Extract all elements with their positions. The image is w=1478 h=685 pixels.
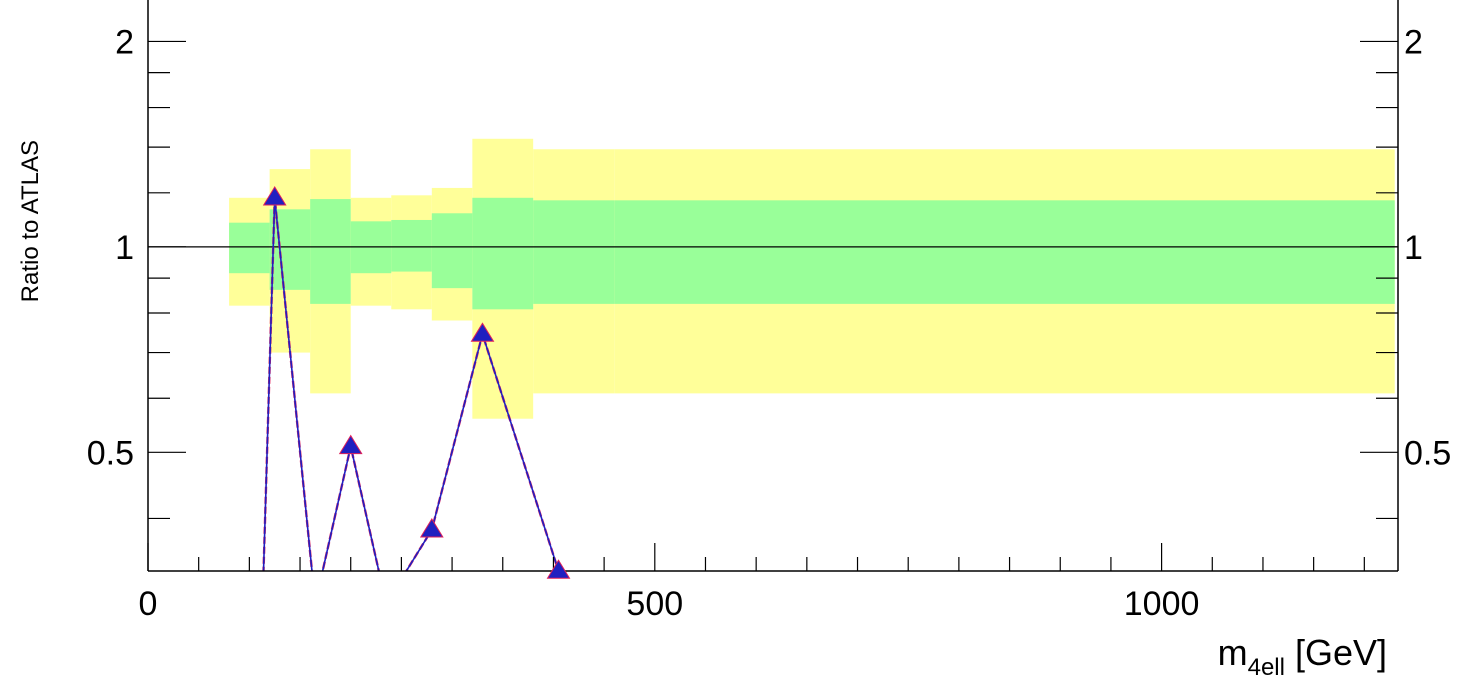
inner-band-segment <box>269 209 311 290</box>
inner-band-segment <box>229 222 270 274</box>
data-point-marker <box>419 518 444 538</box>
data-point-marker <box>338 434 363 455</box>
y-tick-label-right: 1 <box>1404 229 1423 267</box>
ticks: 0 500 1000 0.5 0.5 1 1 2 2 <box>87 23 1452 623</box>
y-tick-label-left: 0.5 <box>87 434 134 472</box>
x-tick-label: 500 <box>626 585 683 623</box>
data-markers <box>262 186 571 579</box>
y-axis-title: Ratio to ATLAS <box>17 140 44 302</box>
data-point-marker <box>470 322 495 342</box>
data-point-marker <box>546 559 571 579</box>
inner-band-segment <box>391 219 432 272</box>
inner-band-segment <box>533 200 615 304</box>
axes <box>147 0 1399 572</box>
series-layer <box>262 197 560 571</box>
inner-band-segment <box>472 197 534 310</box>
y-tick-label-left: 2 <box>115 23 134 61</box>
inner-band-segment <box>431 213 473 289</box>
x-tick-label: 0 <box>139 585 158 623</box>
series-line <box>262 197 560 571</box>
x-axis-title-main: m <box>1218 632 1248 673</box>
y-tick-label-left: 1 <box>115 229 134 267</box>
x-axis-title-subscript: 4ell <box>1248 654 1285 681</box>
x-axis-title: m4ell [GeV] <box>1218 632 1387 681</box>
inner-band-segment <box>614 200 1395 304</box>
y-tick-label-right: 2 <box>1404 23 1423 61</box>
y-tick-label-right: 0.5 <box>1404 434 1451 472</box>
data-point-marker <box>262 186 287 206</box>
x-tick-label: 1000 <box>1124 585 1200 623</box>
x-axis-title-unit: [GeV] <box>1285 632 1387 673</box>
uncertainty-bands <box>229 138 1395 419</box>
inner-band-segment <box>310 199 351 304</box>
